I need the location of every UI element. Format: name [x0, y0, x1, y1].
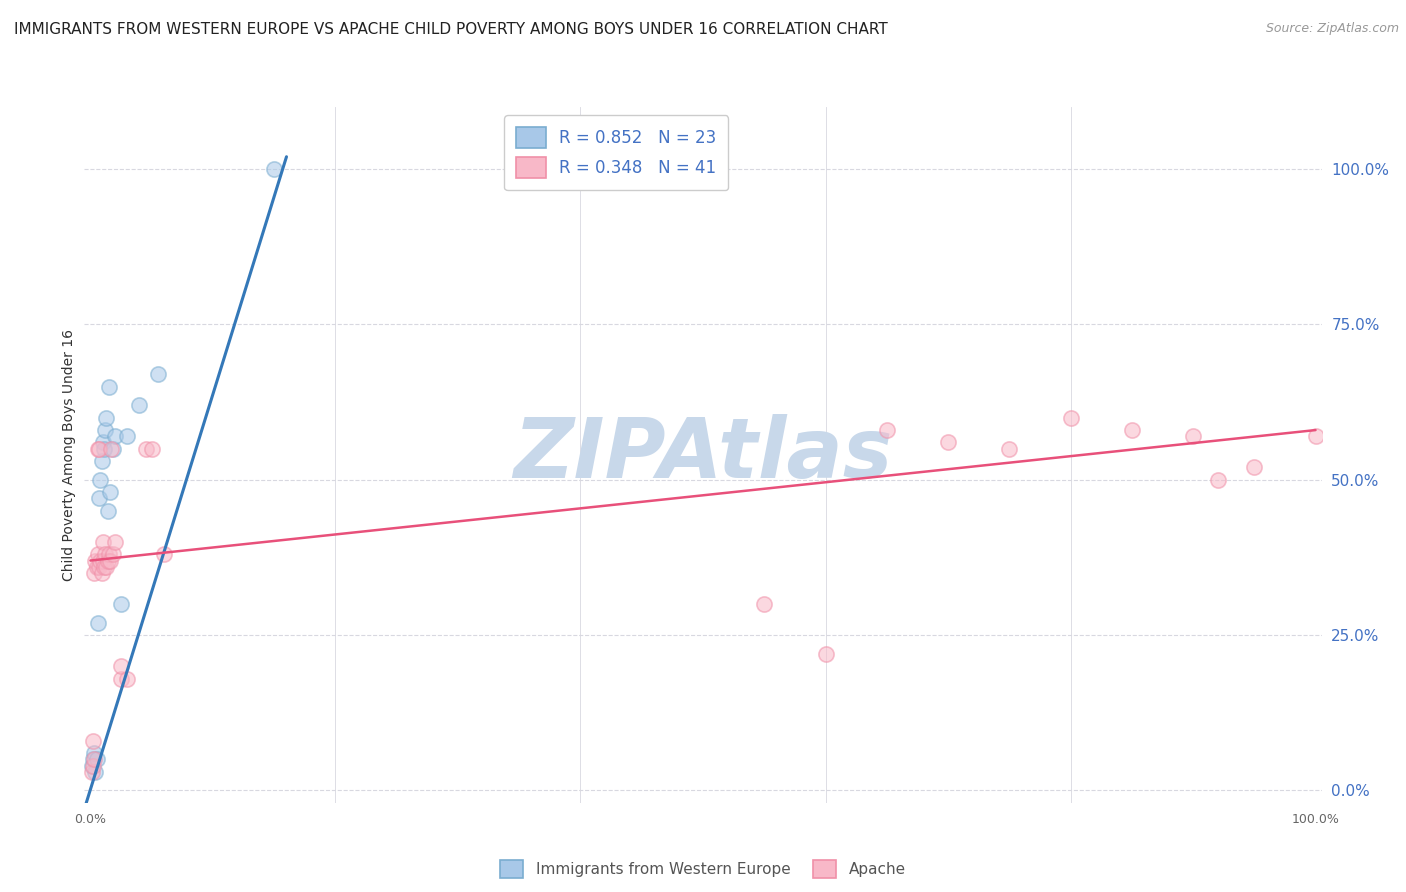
Point	[83, 752, 105, 766]
Point	[98, 485, 121, 500]
Point	[93, 559, 115, 574]
Point	[153, 547, 176, 561]
Point	[814, 647, 837, 661]
Point	[1243, 460, 1265, 475]
Point	[91, 553, 114, 567]
Point	[83, 746, 105, 760]
Point	[110, 659, 132, 673]
Point	[135, 442, 157, 456]
Point	[94, 547, 117, 561]
Point	[110, 597, 132, 611]
Point	[1305, 429, 1327, 443]
Point	[82, 752, 104, 766]
Point	[101, 442, 124, 456]
Point	[90, 454, 112, 468]
Text: IMMIGRANTS FROM WESTERN EUROPE VS APACHE CHILD POVERTY AMONG BOYS UNDER 16 CORRE: IMMIGRANTS FROM WESTERN EUROPE VS APACHE…	[14, 22, 887, 37]
Point	[90, 566, 112, 580]
Point	[104, 534, 127, 549]
Point	[104, 429, 127, 443]
Point	[96, 559, 118, 574]
Point	[87, 547, 110, 561]
Point	[1182, 429, 1205, 443]
Point	[754, 597, 776, 611]
Point	[101, 547, 124, 561]
Point	[110, 672, 132, 686]
Point	[86, 559, 108, 574]
Point	[1059, 410, 1081, 425]
Point	[97, 379, 120, 393]
Text: Source: ZipAtlas.com: Source: ZipAtlas.com	[1265, 22, 1399, 36]
Point	[87, 442, 110, 456]
Point	[80, 764, 103, 779]
Point	[83, 566, 105, 580]
Point	[98, 553, 121, 567]
Point	[87, 615, 110, 630]
Text: ZIPAtlas: ZIPAtlas	[513, 415, 893, 495]
Point	[93, 442, 115, 456]
Point	[1121, 423, 1143, 437]
Point	[84, 764, 107, 779]
Point	[876, 423, 898, 437]
Y-axis label: Child Poverty Among Boys Under 16: Child Poverty Among Boys Under 16	[62, 329, 76, 581]
Point	[115, 672, 138, 686]
Point	[97, 553, 120, 567]
Point	[94, 423, 117, 437]
Point	[87, 442, 110, 456]
Point	[936, 435, 959, 450]
Point	[91, 534, 114, 549]
Point	[86, 752, 108, 766]
Point	[998, 442, 1021, 456]
Point	[128, 398, 150, 412]
Point	[97, 504, 120, 518]
Point	[100, 442, 122, 456]
Point	[84, 553, 107, 567]
Point	[1206, 473, 1229, 487]
Point	[87, 491, 110, 506]
Point	[141, 442, 163, 456]
Point	[263, 162, 285, 177]
Point	[87, 559, 110, 574]
Point	[89, 553, 111, 567]
Point	[82, 733, 104, 747]
Point	[146, 367, 169, 381]
Point	[82, 758, 104, 772]
Point	[80, 758, 103, 772]
Point	[115, 429, 138, 443]
Point	[89, 473, 111, 487]
Legend: Immigrants from Western Europe, Apache: Immigrants from Western Europe, Apache	[494, 853, 912, 886]
Point	[91, 435, 114, 450]
Point	[97, 547, 120, 561]
Point	[96, 410, 118, 425]
